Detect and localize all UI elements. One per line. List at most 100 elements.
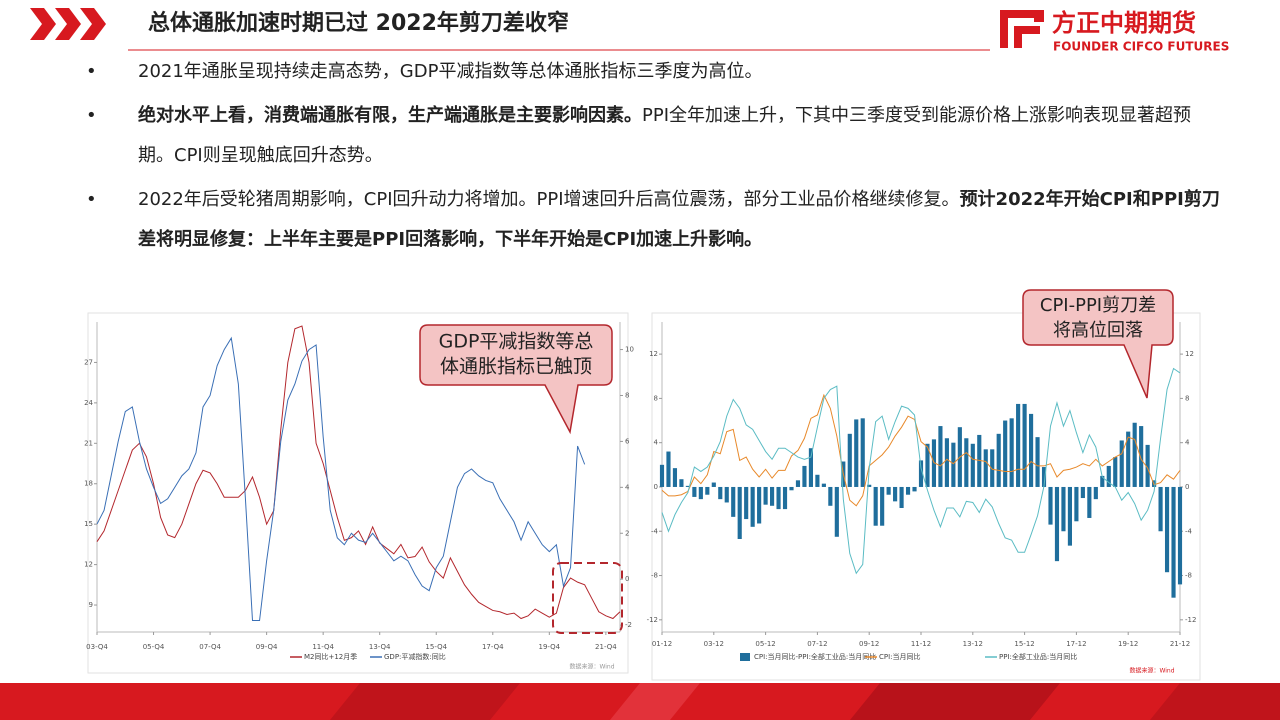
- x-tick-label: 11-12: [911, 640, 931, 648]
- bar: [1067, 486, 1072, 546]
- x-tick-label: 01-12: [652, 640, 672, 648]
- logo-icon: [1000, 10, 1044, 48]
- bar: [795, 480, 801, 487]
- bar: [1029, 413, 1034, 487]
- bar: [1106, 465, 1111, 487]
- x-tick-label: 03-12: [704, 640, 724, 648]
- bar: [1113, 457, 1118, 487]
- bullet-text: 绝对水平上看，消费端通胀有限，生产端通胀是主要影响因素。: [138, 105, 642, 126]
- bar: [808, 448, 813, 487]
- bar: [666, 451, 671, 487]
- legend-label: CPI:当月同比: [879, 652, 921, 661]
- bar: [1100, 475, 1105, 487]
- chevron: [30, 8, 56, 40]
- bar: [1171, 486, 1176, 598]
- bar: [776, 486, 781, 510]
- y-tick-label: 4: [654, 439, 659, 447]
- y2-tick-label: 12: [1185, 350, 1194, 358]
- callout-text: 将高位回落: [1053, 320, 1143, 341]
- bar: [718, 486, 723, 500]
- bar: [905, 486, 911, 495]
- bar: [1074, 486, 1079, 522]
- footer-stripe: [610, 683, 700, 720]
- source-note: 数据来源：Wind: [1129, 667, 1174, 675]
- bar: [1158, 486, 1163, 532]
- callout-text: CPI-PPI剪刀差: [1040, 295, 1156, 316]
- x-tick-label: 17-12: [1066, 640, 1086, 648]
- x-tick-label: 15-Q4: [425, 643, 447, 651]
- bar: [1054, 486, 1060, 562]
- y2-tick-label: -2: [625, 621, 632, 629]
- x-tick-label: 09-Q4: [256, 643, 278, 651]
- bar: [964, 438, 969, 487]
- y-tick-label: 12: [84, 561, 93, 569]
- bar: [731, 486, 736, 517]
- bar: [867, 484, 872, 487]
- bar: [990, 449, 995, 487]
- y2-tick-label: -12: [1185, 616, 1196, 624]
- bar: [685, 485, 690, 487]
- y-tick-label: -8: [651, 572, 658, 580]
- bar: [1041, 467, 1047, 487]
- y-tick-label: 0: [654, 483, 658, 491]
- bar: [1048, 486, 1053, 525]
- bar: [659, 464, 665, 487]
- bar: [944, 438, 949, 487]
- y2-tick-label: -4: [1185, 527, 1193, 535]
- y2-tick-label: 4: [1185, 439, 1190, 447]
- bar: [951, 442, 956, 487]
- bar: [847, 433, 852, 487]
- bar: [1126, 431, 1131, 487]
- bullet: 2021年通胀呈现持续走高态势，GDP平减指数等总体通胀指标三季度为高位。: [86, 52, 1223, 92]
- bar: [692, 486, 697, 497]
- y-tick-label: 24: [84, 399, 93, 407]
- x-tick-label: 19-12: [1118, 640, 1138, 648]
- bar: [899, 486, 904, 508]
- bar: [757, 486, 762, 524]
- bar: [679, 479, 684, 487]
- bar: [789, 486, 794, 491]
- bar: [1139, 426, 1144, 487]
- line-series: [96, 325, 621, 620]
- bar: [802, 465, 807, 487]
- bar: [705, 486, 710, 495]
- x-tick-label: 05-Q4: [143, 643, 165, 651]
- bullet-text: 预计2022年开始CPI和PPI剪刀差将明显修复：上半年主要是PPI回落影响，下…: [138, 189, 1220, 250]
- bar: [970, 443, 975, 487]
- bar: [737, 486, 742, 539]
- x-tick-label: 07-12: [807, 640, 827, 648]
- line-series: [661, 367, 1181, 575]
- line-series: [661, 393, 1181, 507]
- y2-tick-label: -8: [1185, 572, 1192, 580]
- bullet-text: 2022年后受轮猪周期影响，CPI回升动力将增加。PPI增速回升后高位震荡，部分…: [138, 189, 960, 210]
- y2-tick-label: 0: [625, 575, 629, 583]
- chevron: [55, 8, 81, 40]
- slide-title: 总体通胀加速时期已过 2022年剪刀差收窄: [148, 10, 569, 36]
- y2-tick-label: 6: [625, 437, 630, 445]
- footer-stripe: [330, 683, 520, 720]
- bar: [938, 426, 943, 487]
- legend-label: GDP:平减指数:同比: [384, 652, 446, 661]
- bar: [821, 483, 826, 487]
- callout-box: [1022, 289, 1174, 399]
- footer-stripe: [1150, 683, 1280, 720]
- bullet: 2022年后受轮猪周期影响，CPI回升动力将增加。PPI增速回升后高位震荡，部分…: [86, 180, 1223, 260]
- bar: [880, 486, 885, 526]
- chart-frame: [87, 312, 629, 674]
- x-tick-label: 17-Q4: [482, 643, 504, 651]
- callout-box: [419, 324, 613, 435]
- bar: [763, 486, 768, 505]
- y-tick-label: 8: [654, 394, 658, 402]
- y2-tick-label: 4: [625, 483, 630, 491]
- logo-name: 方正中期期货: [1052, 9, 1196, 37]
- bar: [886, 486, 891, 495]
- source-note: 数据来源：Wind: [569, 663, 614, 671]
- bar: [1145, 444, 1150, 487]
- x-tick-label: 11-Q4: [312, 643, 334, 651]
- bar: [1177, 486, 1183, 585]
- footer-stripe: [850, 683, 1060, 720]
- bar: [782, 486, 788, 510]
- logo-sub: FOUNDER CIFCO FUTURES: [1053, 40, 1229, 54]
- y2-tick-label: 8: [625, 391, 629, 399]
